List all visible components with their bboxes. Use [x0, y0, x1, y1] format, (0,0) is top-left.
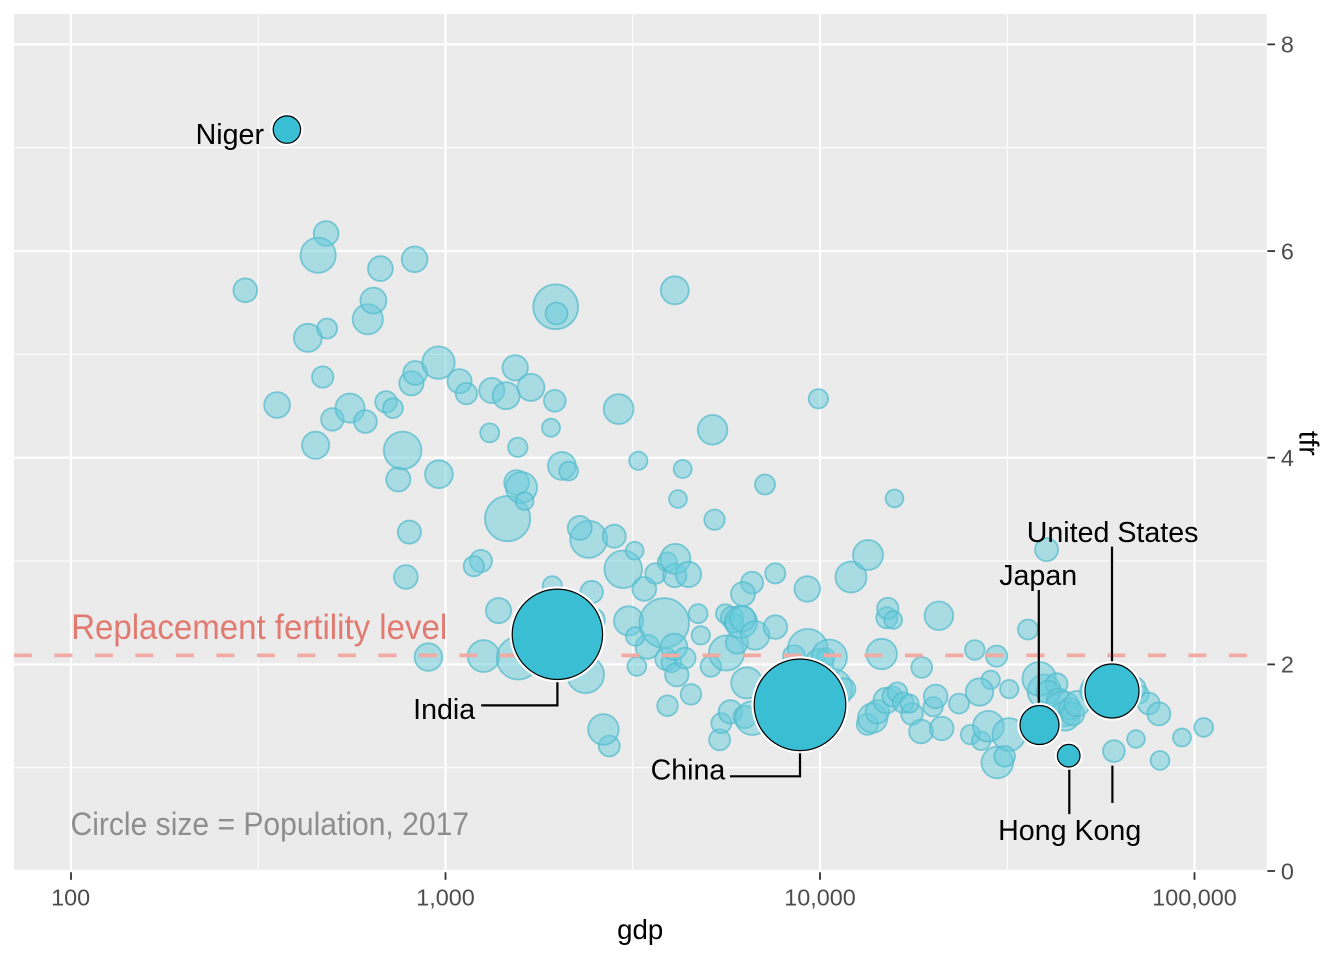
svg-text:100: 100	[51, 885, 90, 911]
svg-text:Niger: Niger	[196, 119, 265, 151]
svg-text:Hong Kong: Hong Kong	[998, 815, 1141, 847]
svg-text:1,000: 1,000	[416, 885, 475, 911]
svg-text:4: 4	[1281, 445, 1294, 471]
svg-text:gdp: gdp	[617, 914, 663, 945]
svg-text:100,000: 100,000	[1152, 885, 1237, 911]
svg-text:10,000: 10,000	[784, 885, 856, 911]
svg-text:Circle size = Population, 2017: Circle size = Population, 2017	[71, 806, 470, 842]
svg-text:Replacement fertility level: Replacement fertility level	[71, 608, 447, 647]
svg-text:United States: United States	[1027, 517, 1199, 549]
svg-text:Japan: Japan	[999, 560, 1077, 592]
svg-text:India: India	[413, 694, 475, 726]
svg-text:6: 6	[1281, 238, 1294, 264]
svg-text:tfr: tfr	[1294, 431, 1325, 456]
svg-text:China: China	[651, 754, 726, 786]
svg-text:2: 2	[1281, 652, 1294, 678]
svg-text:0: 0	[1281, 858, 1294, 884]
svg-text:8: 8	[1281, 32, 1294, 58]
